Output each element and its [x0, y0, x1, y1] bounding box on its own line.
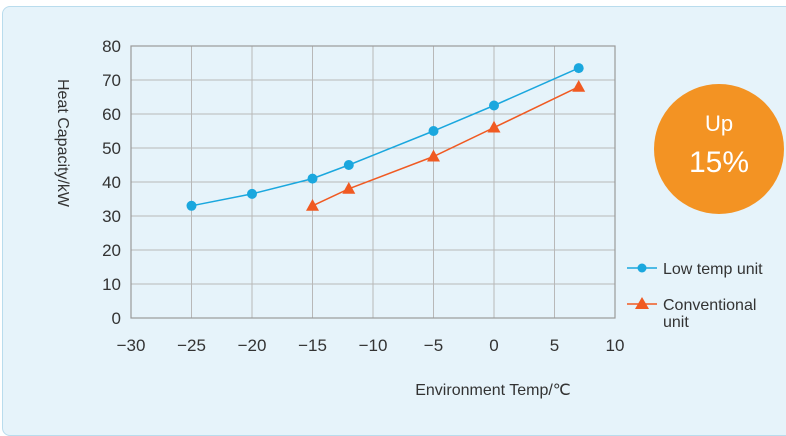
- badge-percent-value: 15%: [689, 146, 749, 179]
- y-tick-label: 20: [102, 241, 121, 260]
- y-tick-label: 80: [102, 37, 121, 56]
- data-point: [573, 63, 584, 74]
- y-tick-label: 0: [112, 309, 121, 328]
- x-axis-ticks: −30 −25 −20 −15 −10 −5 0 5 10: [117, 336, 625, 355]
- legend-label: unit: [663, 314, 689, 331]
- data-point: [489, 100, 499, 111]
- x-tick-label: −25: [177, 336, 206, 355]
- legend-label: Low temp unit: [663, 261, 763, 278]
- y-tick-label: 10: [102, 275, 121, 294]
- y-tick-label: 50: [102, 139, 121, 158]
- x-tick-label: 0: [489, 336, 498, 355]
- x-tick-label: 10: [606, 336, 625, 355]
- up-percentage-badge: Up 15%: [654, 84, 784, 214]
- plot-frame: [130, 45, 616, 319]
- y-tick-label: 30: [102, 207, 121, 226]
- legend-marker-triangle: [635, 297, 649, 309]
- data-point: [487, 120, 501, 133]
- data-point: [307, 173, 318, 184]
- x-axis-title: Environment Temp/℃: [415, 382, 571, 399]
- y-tick-label: 60: [102, 105, 121, 124]
- chart-panel: −30 −25 −20 −15 −10 −5 0 5 10 0 10 20 30 40 50 60 70 80 …: [2, 6, 786, 436]
- badge-up-label: Up: [705, 111, 733, 136]
- data-point: [428, 126, 439, 136]
- y-axis-title: Heat Capacity/kW: [54, 79, 71, 208]
- x-tick-label: −15: [298, 336, 327, 355]
- y-axis-ticks: 0 10 20 30 40 50 60 70 80: [102, 37, 121, 328]
- legend-marker-circle: [637, 263, 647, 273]
- data-point: [342, 181, 356, 194]
- x-tick-label: 5: [550, 336, 559, 355]
- legend-label: Conventional: [663, 297, 756, 314]
- series-line-1: [312, 86, 580, 207]
- data-point: [247, 188, 257, 199]
- grid-layer: [130, 45, 616, 319]
- heat-capacity-chart: −30 −25 −20 −15 −10 −5 0 5 10 01020304050607080 …: [54, 37, 784, 399]
- x-tick-label: −30: [117, 336, 146, 355]
- x-tick-label: −20: [238, 336, 267, 355]
- data-point: [427, 149, 440, 162]
- series-layer: [186, 63, 586, 211]
- data-point: [186, 200, 197, 211]
- data-point: [343, 160, 354, 170]
- y-tick-label: 70: [102, 71, 121, 90]
- x-tick-label: −10: [359, 336, 388, 355]
- badge-circle: [654, 84, 784, 214]
- data-point: [572, 79, 586, 92]
- data-point: [306, 198, 319, 211]
- x-tick-label: −5: [424, 336, 443, 355]
- series-line-0: [191, 67, 580, 207]
- y-tick-label: 40: [102, 173, 121, 192]
